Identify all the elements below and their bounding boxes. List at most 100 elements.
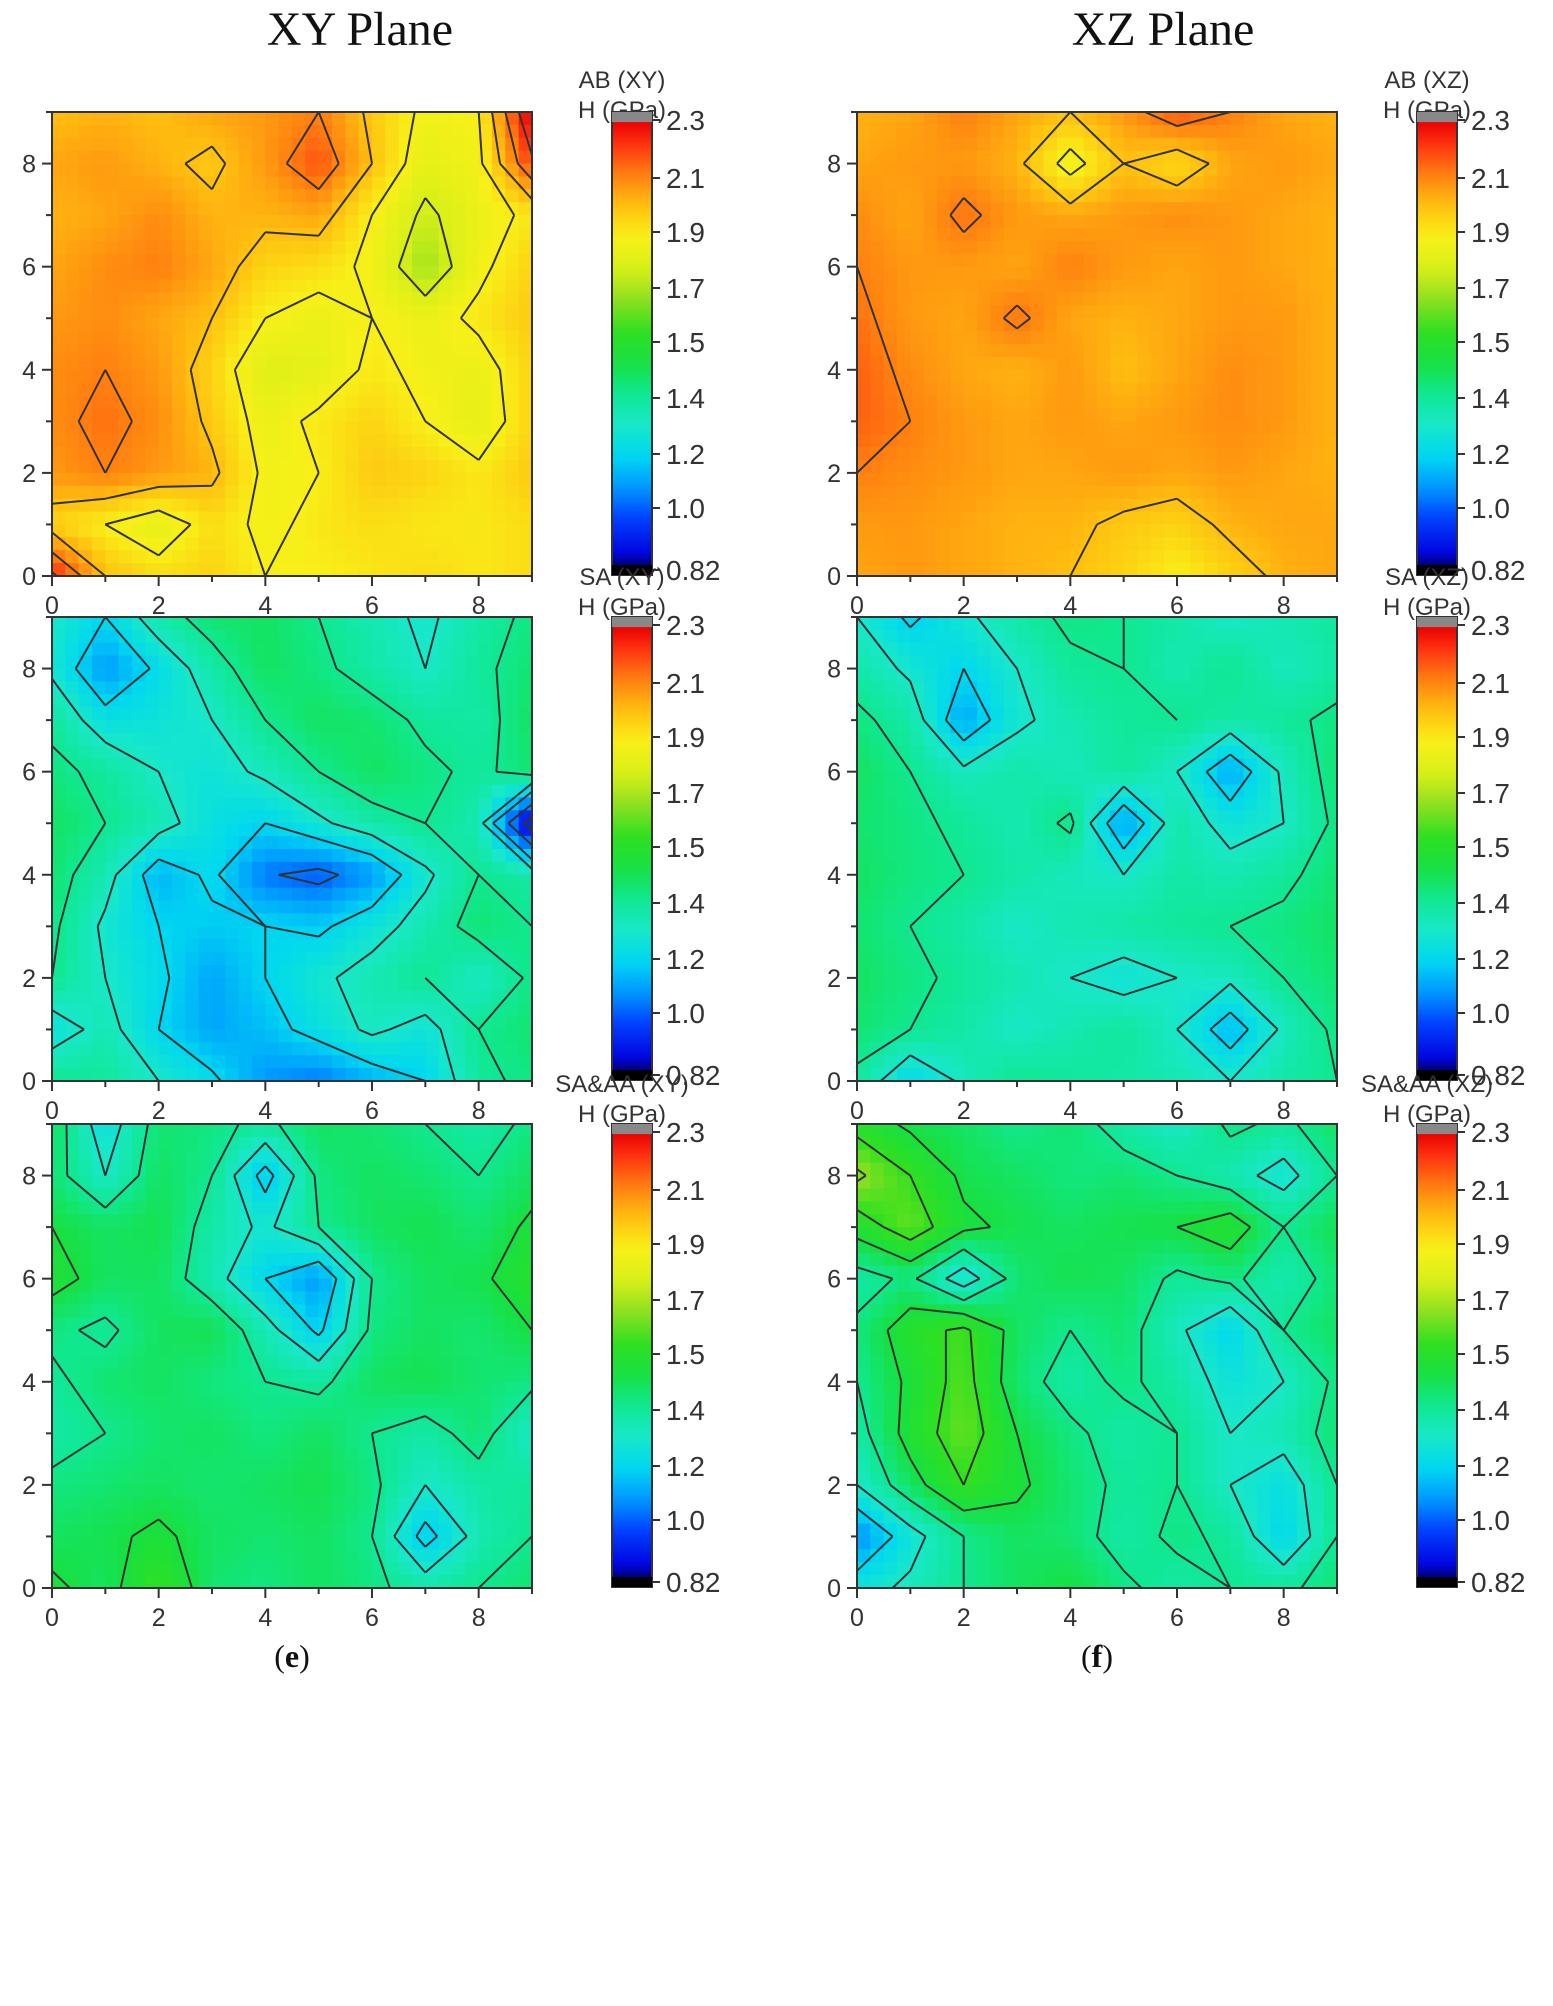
heatmap-cell xyxy=(883,447,898,461)
heatmap-cell xyxy=(425,1016,440,1031)
heatmap-cell xyxy=(172,733,186,747)
heatmap-cell xyxy=(358,189,373,203)
heatmap-cell xyxy=(1017,771,1031,786)
heatmap-cell xyxy=(172,344,186,358)
heatmap-cell xyxy=(465,421,480,435)
heatmap-cell xyxy=(305,668,320,683)
heatmap-cell xyxy=(185,511,200,526)
heatmap-cell xyxy=(1083,344,1098,358)
heatmap-cell xyxy=(1137,189,1151,203)
heatmap-cell xyxy=(870,176,885,190)
heatmap-cell xyxy=(923,874,938,889)
heatmap-cell xyxy=(1310,176,1325,190)
heatmap-cell xyxy=(252,395,266,410)
heatmap-cell xyxy=(198,202,213,216)
heatmap-cell xyxy=(158,629,173,644)
heatmap-cell xyxy=(198,1016,213,1031)
heatmap-cell xyxy=(1177,707,1191,721)
heatmap-cell xyxy=(305,655,320,670)
heatmap-cell xyxy=(265,887,280,902)
heatmap-cell xyxy=(1177,537,1191,551)
heatmap-cell xyxy=(883,524,898,538)
heatmap-cell xyxy=(990,681,1005,695)
heatmap-cell xyxy=(963,797,978,811)
heatmap-cell xyxy=(1030,733,1045,747)
heatmap-cell xyxy=(292,550,306,564)
heatmap-cell xyxy=(1243,694,1258,708)
heatmap-cell xyxy=(1203,797,1218,811)
heatmap-cell xyxy=(518,498,533,513)
heatmap-cell xyxy=(385,472,400,487)
heatmap-cell xyxy=(372,887,386,902)
heatmap-cell xyxy=(990,369,1005,384)
heatmap-cell xyxy=(212,758,226,773)
heatmap-cell xyxy=(1323,202,1338,216)
heatmap-cell xyxy=(118,266,133,281)
heatmap-cell xyxy=(977,836,991,850)
heatmap-cell xyxy=(158,745,173,760)
heatmap-cell xyxy=(118,836,133,850)
heatmap-cell xyxy=(305,344,320,358)
heatmap-cell xyxy=(452,292,466,306)
heatmap-cell xyxy=(358,965,373,979)
heatmap-cell xyxy=(332,694,346,708)
heatmap-cell xyxy=(897,965,911,979)
heatmap-cell xyxy=(385,887,400,902)
heatmap-cell xyxy=(118,668,133,683)
heatmap-cell xyxy=(252,498,266,513)
heatmap-cell xyxy=(492,447,506,461)
heatmap-cell xyxy=(118,1003,133,1018)
heatmap-cell xyxy=(372,176,386,190)
heatmap-cell xyxy=(505,874,520,889)
heatmap-cell xyxy=(1270,369,1285,384)
heatmap-cell xyxy=(1217,305,1231,319)
heatmap-cell xyxy=(292,369,306,384)
heatmap-cell xyxy=(238,926,253,940)
heatmap-cell xyxy=(145,655,160,670)
heatmap-cell xyxy=(1230,874,1245,889)
heatmap-cell xyxy=(910,421,925,435)
heatmap-cell xyxy=(1323,797,1338,811)
heatmap-cell xyxy=(1190,331,1205,345)
heatmap-cell xyxy=(305,810,320,824)
heatmap-cell xyxy=(990,655,1005,670)
heatmap-cell xyxy=(1123,395,1138,410)
heatmap-cell xyxy=(1257,215,1271,229)
heatmap-cell xyxy=(1297,900,1311,915)
heatmap-cell xyxy=(65,550,80,564)
heatmap-cell xyxy=(78,485,93,500)
heatmap-cell xyxy=(132,124,146,139)
heatmap-cell xyxy=(278,720,293,734)
heatmap-cell xyxy=(870,395,885,410)
heatmap-cell xyxy=(78,771,93,786)
heatmap-cell xyxy=(505,758,520,773)
heatmap-cell xyxy=(385,797,400,811)
heatmap-cell xyxy=(305,874,320,889)
heatmap-cell xyxy=(438,331,453,345)
heatmap-cell xyxy=(1097,550,1111,564)
heatmap-cell xyxy=(1217,642,1231,657)
heatmap-cell xyxy=(1150,305,1165,319)
heatmap-cell xyxy=(398,202,413,216)
heatmap-cell xyxy=(1230,344,1245,358)
heatmap-cell xyxy=(425,550,440,564)
heatmap-cell xyxy=(465,331,480,345)
heatmap-cell xyxy=(1003,707,1018,721)
heatmap-cell xyxy=(385,681,400,695)
heatmap-cell xyxy=(185,460,200,474)
heatmap-cell xyxy=(1003,408,1018,422)
heatmap-cell xyxy=(857,124,871,139)
heatmap-cell xyxy=(1017,124,1031,139)
heatmap-cell xyxy=(1310,849,1325,863)
heatmap-cell xyxy=(1057,472,1071,487)
heatmap-cell xyxy=(318,694,333,708)
heatmap-cell xyxy=(1217,733,1231,747)
heatmap-cell xyxy=(172,771,186,786)
heatmap-cell xyxy=(372,617,386,631)
heatmap-cell xyxy=(158,887,173,902)
heatmap-cell xyxy=(225,707,240,721)
heatmap-cell xyxy=(172,189,186,203)
heatmap-cell xyxy=(225,382,240,397)
heatmap-cell xyxy=(278,617,293,631)
heatmap-cell xyxy=(278,447,293,461)
